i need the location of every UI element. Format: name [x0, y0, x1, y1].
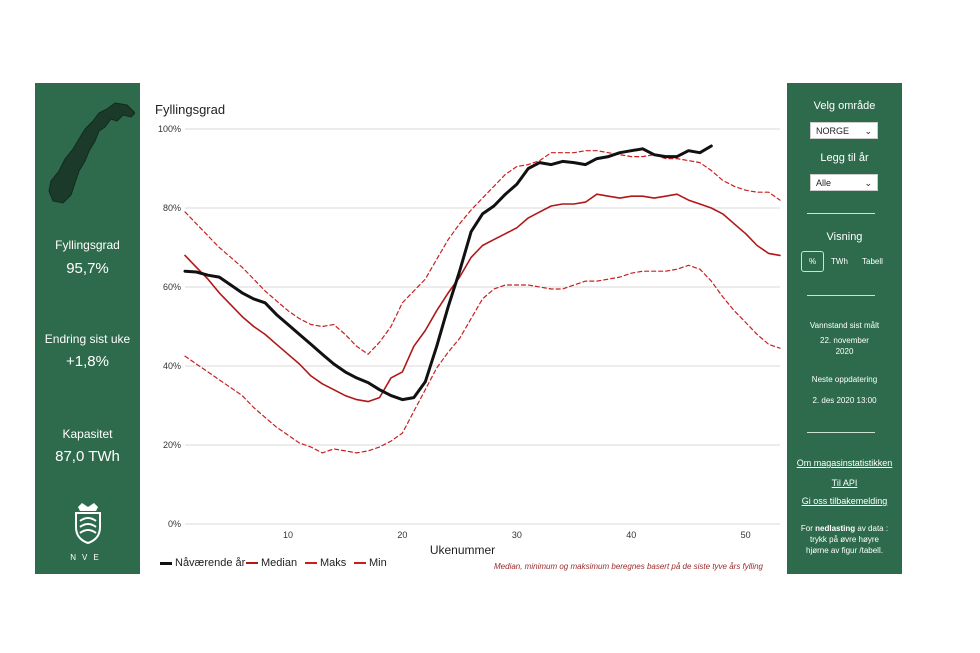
x-tick-label: 30 [512, 530, 522, 540]
feedback-link[interactable]: Gi oss tilbakemelding [801, 496, 888, 506]
download-note-post-3: hjørne av figur /tabell. [806, 546, 883, 555]
series-line-min [184, 264, 781, 454]
area-select-label: Velg område [813, 100, 876, 112]
filter-panel: Velg område NORGE ⌄ Legg til år Alle ⌄ V… [787, 83, 902, 574]
series-line-median [184, 193, 781, 403]
divider [807, 213, 875, 214]
view-table-button[interactable]: Tabell [862, 257, 883, 266]
view-percent-button[interactable]: % [801, 251, 825, 272]
capacity-value: 87,0 TWh [55, 448, 120, 465]
legend-current-label: Nåværende år [175, 557, 246, 569]
legend-max: Maks [305, 557, 346, 569]
chart-title: Fyllingsgrad [155, 102, 226, 117]
divider [807, 432, 875, 433]
legend-median: Median [246, 557, 297, 569]
x-tick-label: 20 [397, 530, 407, 540]
legend-min-swatch [354, 562, 366, 565]
download-note-post-1: av data : [855, 524, 889, 533]
download-note: For nedlasting av data : trykk på øvre h… [797, 523, 892, 556]
x-axis-label: Ukenummer [430, 543, 495, 555]
x-tick-label: 50 [741, 530, 751, 540]
view-label: Visning [826, 231, 863, 243]
weekly-change-label: Endring sist uke [44, 332, 131, 346]
about-statistics-link[interactable]: Om magasinstatistikken [796, 458, 893, 468]
api-link[interactable]: Til API [831, 478, 858, 488]
area-dropdown[interactable]: NORGE ⌄ [810, 122, 878, 139]
nve-logo-text: NVE [70, 553, 105, 562]
nve-crest-icon [75, 503, 101, 545]
chart-footnote: Median, minimum og maksimum beregnes bas… [494, 562, 763, 571]
measured-year: 2020 [835, 347, 854, 356]
legend-min: Min [354, 557, 387, 569]
y-tick-label: 40% [163, 361, 181, 371]
fill-level-value: 95,7% [66, 260, 109, 277]
x-tick-label: 10 [283, 530, 293, 540]
chevron-down-icon: ⌄ [864, 126, 872, 136]
next-update-label: Neste oppdatering [811, 375, 878, 384]
weekly-change-value: +1,8% [66, 353, 109, 370]
fill-level-chart: 0% 20% 40% 60% 80% 100% 10 20 30 40 50 Ukenummer [158, 124, 781, 555]
norway-map-icon [48, 102, 135, 204]
legend-current-year: Nåværende år [160, 557, 245, 569]
divider [807, 295, 875, 296]
summary-panel: Fyllingsgrad 95,7% Endring sist uke +1,8… [35, 83, 140, 574]
legend-current-swatch [160, 561, 172, 565]
year-dropdown[interactable]: Alle ⌄ [810, 174, 878, 191]
area-dropdown-value: NORGE [816, 126, 850, 136]
next-update-value: 2. des 2020 13:00 [812, 396, 877, 405]
y-tick-label: 80% [163, 203, 181, 213]
download-note-pre: For [800, 524, 816, 533]
legend-median-swatch [246, 562, 258, 565]
measured-label: Vannstand sist målt [809, 321, 880, 330]
x-tick-label: 40 [626, 530, 636, 540]
download-note-post-2: trykk på øvre høyre [810, 535, 879, 544]
fill-level-label: Fyllingsgrad [55, 238, 120, 252]
legend-median-label: Median [261, 557, 298, 569]
capacity-label: Kapasitet [62, 427, 113, 441]
chevron-down-icon: ⌄ [864, 178, 872, 188]
legend-max-swatch [305, 562, 317, 565]
measured-date: 22. november [820, 336, 869, 345]
view-twh-button[interactable]: TWh [831, 257, 848, 266]
y-tick-label: 0% [168, 519, 181, 529]
legend-max-label: Maks [320, 557, 347, 569]
y-tick-label: 20% [163, 440, 181, 450]
year-dropdown-value: Alle [816, 178, 832, 188]
download-note-bold: nedlasting [815, 524, 856, 533]
y-tick-label: 60% [163, 282, 181, 292]
y-tick-label: 100% [158, 124, 181, 134]
series-line-n-v-rende-r [183, 144, 713, 402]
legend-min-label: Min [369, 557, 387, 569]
year-select-label: Legg til år [820, 152, 869, 164]
series-line-maks [184, 150, 781, 355]
